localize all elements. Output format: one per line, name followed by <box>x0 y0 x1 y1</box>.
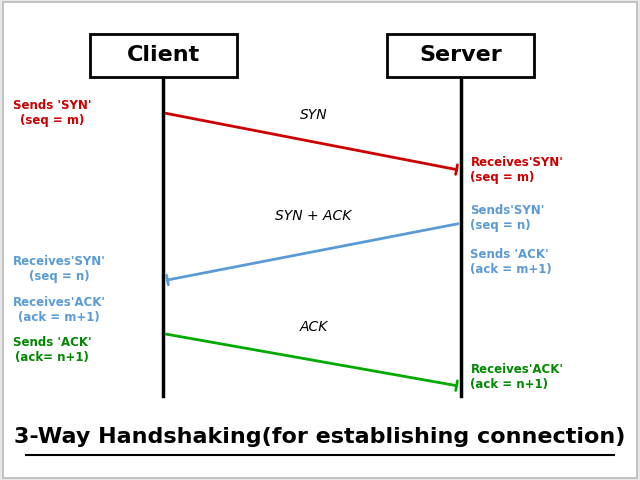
Text: 3-Way Handshaking(for establishing connection): 3-Way Handshaking(for establishing conne… <box>14 427 626 447</box>
Bar <box>90 34 237 77</box>
Text: ACK: ACK <box>300 320 328 334</box>
Text: Sends 'ACK'
(ack= n+1): Sends 'ACK' (ack= n+1) <box>13 336 92 364</box>
Text: Receives'SYN'
(seq = m): Receives'SYN' (seq = m) <box>470 156 563 184</box>
Text: Receives'ACK'
(ack = m+1): Receives'ACK' (ack = m+1) <box>13 296 106 324</box>
Text: SYN: SYN <box>300 108 328 122</box>
Text: Server: Server <box>419 45 502 65</box>
Text: SYN + ACK: SYN + ACK <box>275 209 352 223</box>
Text: Sends 'ACK'
(ack = m+1): Sends 'ACK' (ack = m+1) <box>470 248 552 276</box>
Text: Sends'SYN'
(seq = n): Sends'SYN' (seq = n) <box>470 204 545 232</box>
Text: Receives'ACK'
(ack = n+1): Receives'ACK' (ack = n+1) <box>470 363 563 391</box>
Bar <box>387 34 534 77</box>
Text: Client: Client <box>127 45 200 65</box>
Text: Receives'SYN'
(seq = n): Receives'SYN' (seq = n) <box>13 255 106 283</box>
Text: Sends 'SYN'
(seq = m): Sends 'SYN' (seq = m) <box>13 99 92 127</box>
